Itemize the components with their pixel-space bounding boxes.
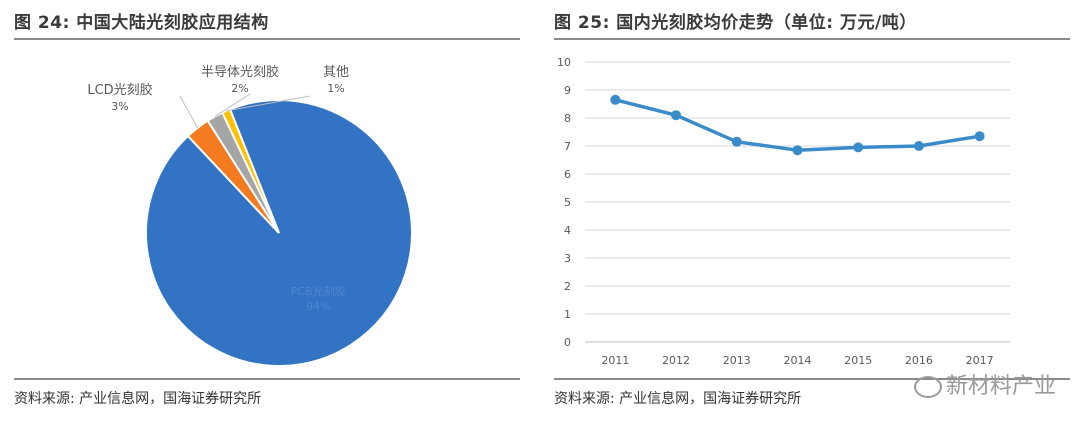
leader-line [226,95,311,112]
pie-percent: 94% [306,300,330,313]
y-tick-label: 10 [557,56,571,69]
data-point [974,131,985,142]
watermark-text: 新材料产业 [945,374,1056,399]
pie-percent: 3% [111,100,128,113]
pie-chart: PCB光刻胶 94% LCD光刻胶 3% 半导体光刻胶 2% 其他 1% [87,64,413,367]
data-point [792,145,803,156]
pie-percent: 2% [231,82,248,95]
pie-slice [221,108,280,234]
y-tick-label: 2 [564,280,571,293]
x-tick-label: 2012 [662,354,690,367]
pie-label: PCB光刻胶 [291,284,346,298]
pie-source-note: 资料来源: 产业信息网，国海证券研究所 [14,391,262,407]
y-tick-label: 9 [564,84,571,97]
line-top-rule [554,38,1070,40]
line-figure-title: 图 25: 国内光刻胶均价走势（单位: 万元/吨） [554,13,917,33]
watermark: 新材料产业 [913,368,1056,400]
data-point [610,94,621,105]
y-tick-label: 4 [564,224,571,237]
pie-label: 其他 [323,65,349,80]
pie-panel: 图 24: 中国大陆光刻胶应用结构 PCB光刻胶 94% LCD光刻胶 3% 半导体光刻… [0,0,530,434]
wechat-icon [913,376,942,398]
pie-label: 半导体光刻胶 [201,64,279,80]
pie-bottom-rule [14,378,520,380]
x-tick-label: 2014 [784,354,812,367]
line-panel: 图 25: 国内光刻胶均价走势（单位: 万元/吨） 0 1 2 3 4 5 6 7 8 9 10 20… [540,0,1080,434]
pie-percent: 1% [327,82,344,95]
series-line [614,98,980,152]
line-bottom-rule [554,378,1070,380]
pie-top-rule [14,38,520,40]
leader-line [214,93,251,117]
y-tick-label: 1 [564,308,571,321]
data-point [731,136,742,147]
x-tick-label: 2011 [601,354,629,367]
x-tick-label: 2016 [905,354,933,367]
pie-label: LCD光刻胶 [87,82,152,98]
y-tick-label: 5 [564,196,571,209]
x-tick-label: 2015 [844,354,872,367]
x-tick-label: 2017 [966,354,994,367]
line-chart: 0 1 2 3 4 5 6 7 8 9 10 2011 2012 2013 2014 2015 2016 2017 [557,56,1010,367]
leader-line [179,95,198,129]
y-tick-label: 0 [564,336,571,349]
data-point [853,142,864,153]
y-tick-label: 6 [564,168,571,181]
x-tick-label: 2013 [723,354,751,367]
line-source-note: 资料来源: 产业信息网，国海证券研究所 [554,391,802,407]
pie-figure-title: 图 24: 中国大陆光刻胶应用结构 [14,13,269,33]
data-point [913,141,924,151]
data-point [671,110,682,121]
y-tick-label: 7 [564,140,571,153]
y-tick-label: 8 [564,112,571,125]
y-tick-label: 3 [564,252,571,265]
